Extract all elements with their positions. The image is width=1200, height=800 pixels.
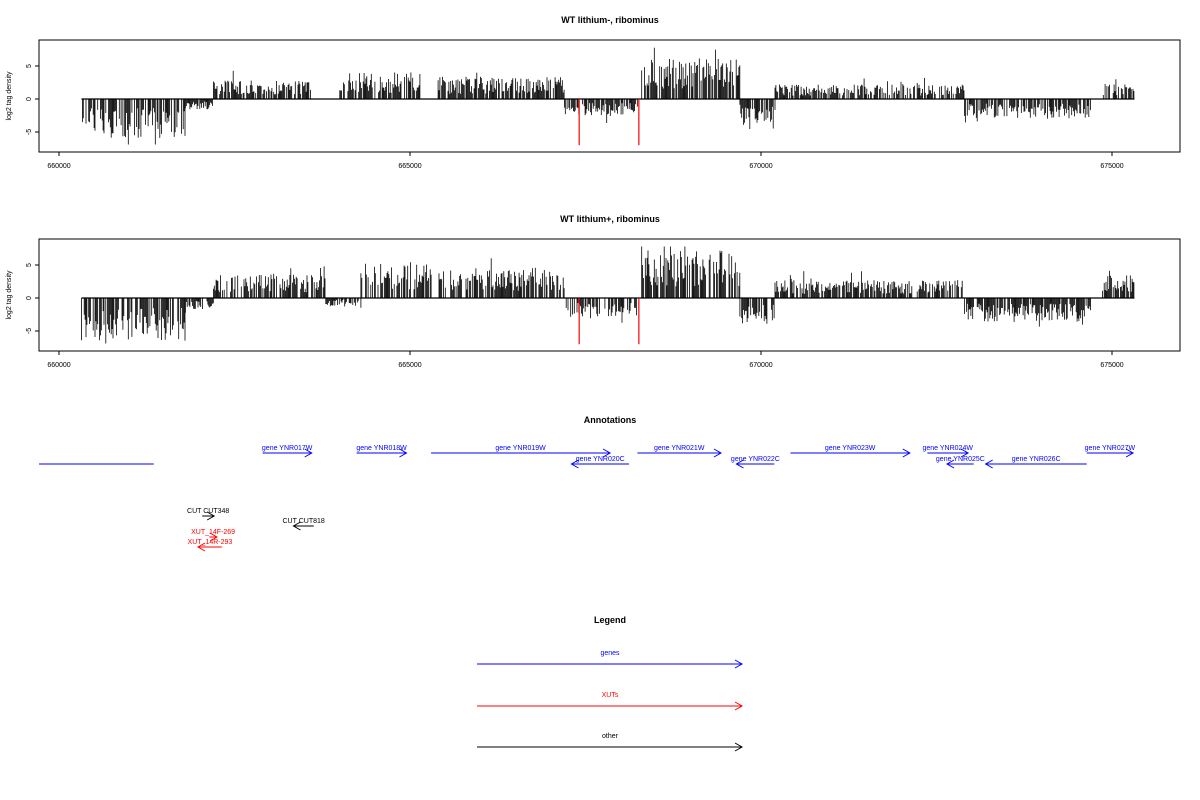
legend-entries: genes XUTs other [477, 650, 744, 752]
arrow-head [946, 459, 955, 469]
x-tick-label: 670000 [749, 163, 772, 170]
feature: CUT CUT818 [283, 518, 325, 531]
y-tick-label: -5 [26, 129, 33, 135]
legend-title: Legend [594, 615, 626, 625]
legend-entry: genes [477, 650, 744, 669]
feature-label: gene YNR027W [1085, 445, 1136, 452]
arrow-head [602, 448, 612, 458]
y-tick-label: 0 [26, 296, 33, 300]
feature-label: gene YNR017W [262, 445, 313, 452]
feature-label: CUT CUT818 [283, 518, 325, 525]
feature-list: gene YNR017W gene YNR018W gene YNR019W gene… [39, 445, 1136, 552]
legend-label: XUTs [602, 692, 619, 699]
axes: -5 0 5 660000 665000 670000 675000 [26, 64, 1124, 170]
density-bars [81, 47, 1135, 146]
y-axis-label: log2 tag density [6, 71, 13, 121]
y-axis-label: log2 tag density [6, 270, 13, 320]
x-tick-label: 660000 [47, 163, 70, 170]
arrow-head [960, 448, 970, 458]
feature: gene YNR017W [262, 445, 313, 458]
feature: gene YNR025C [936, 456, 985, 469]
plot-frame [38, 39, 1181, 153]
arrow-head [304, 448, 313, 458]
feature-label: gene YNR026C [1012, 456, 1061, 463]
feature-label: gene YNR018W [356, 445, 407, 452]
legend-entry: other [477, 733, 744, 752]
feature-label: XUT_14F-269 [191, 529, 235, 536]
x-tick-label: 670000 [749, 362, 772, 369]
feature-label: CUT CUT348 [187, 508, 229, 515]
track-panel-lithium-minus: WT lithium-, ribominus log2 tag density … [6, 15, 1181, 170]
arrow-head [902, 448, 911, 458]
feature: gene YNR019W [431, 445, 612, 458]
feature: gene YNR023W [790, 445, 911, 458]
feature-label: gene YNR021W [654, 445, 705, 452]
arrow-head [735, 459, 744, 469]
feature-label: XUT_14R-293 [188, 539, 233, 546]
annotations-track: Annotations gene YNR017W gene YNR018W gene… [39, 415, 1136, 552]
x-tick-label: 665000 [398, 362, 421, 369]
arrow-head [734, 701, 744, 711]
axes: -5 0 5 660000 665000 670000 675000 [26, 263, 1124, 369]
y-tick-label: 0 [26, 97, 33, 101]
x-tick-label: 675000 [1100, 362, 1123, 369]
y-tick-label: 5 [26, 263, 33, 267]
feature-label: gene YNR025C [936, 456, 985, 463]
arrow-head [734, 742, 744, 752]
feature: gene YNR024W [922, 445, 973, 458]
feature: gene YNR021W [637, 445, 722, 458]
x-tick-label: 660000 [47, 362, 70, 369]
arrow-head [713, 448, 722, 458]
arrow-head [209, 532, 218, 542]
feature: XUT_14F-269 [191, 529, 235, 542]
arrow-head [734, 659, 744, 669]
arrow-head [1125, 448, 1135, 458]
legend-label: genes [600, 650, 620, 657]
feature: gene YNR027W [1085, 445, 1136, 458]
feature: gene YNR020C [570, 456, 630, 469]
feature: gene YNR026C [984, 456, 1087, 469]
y-tick-label: 5 [26, 64, 33, 68]
arrow-head [196, 542, 206, 552]
feature-label: gene YNR024W [922, 445, 973, 452]
annotations-title: Annotations [584, 415, 637, 425]
arrow-head [292, 521, 301, 531]
legend-label: other [602, 733, 619, 740]
legend: Legend genes XUTs other [477, 615, 744, 752]
plot-frame [38, 238, 1181, 352]
feature-label: gene YNR020C [576, 456, 625, 463]
arrow-head [570, 459, 579, 469]
feature: gene YNR022C [731, 456, 780, 469]
legend-entry: XUTs [477, 692, 744, 711]
feature-label: gene YNR023W [825, 445, 876, 452]
arrow-head [206, 511, 216, 521]
arrow-head [984, 459, 993, 469]
panel-title: WT lithium+, ribominus [560, 214, 660, 224]
track-panel-lithium-plus: WT lithium+, ribominus log2 tag density … [6, 214, 1181, 369]
density-bars [81, 246, 1135, 345]
y-tick-label: -5 [26, 328, 33, 334]
feature: XUT_14R-293 [188, 539, 233, 552]
x-tick-label: 675000 [1100, 163, 1123, 170]
feature-label: gene YNR022C [731, 456, 780, 463]
feature-label: gene YNR019W [495, 445, 546, 452]
feature: gene YNR018W [356, 445, 408, 458]
feature: CUT CUT348 [187, 508, 229, 521]
x-tick-label: 665000 [398, 163, 421, 170]
arrow-head [399, 448, 408, 458]
panel-title: WT lithium-, ribominus [561, 15, 659, 25]
